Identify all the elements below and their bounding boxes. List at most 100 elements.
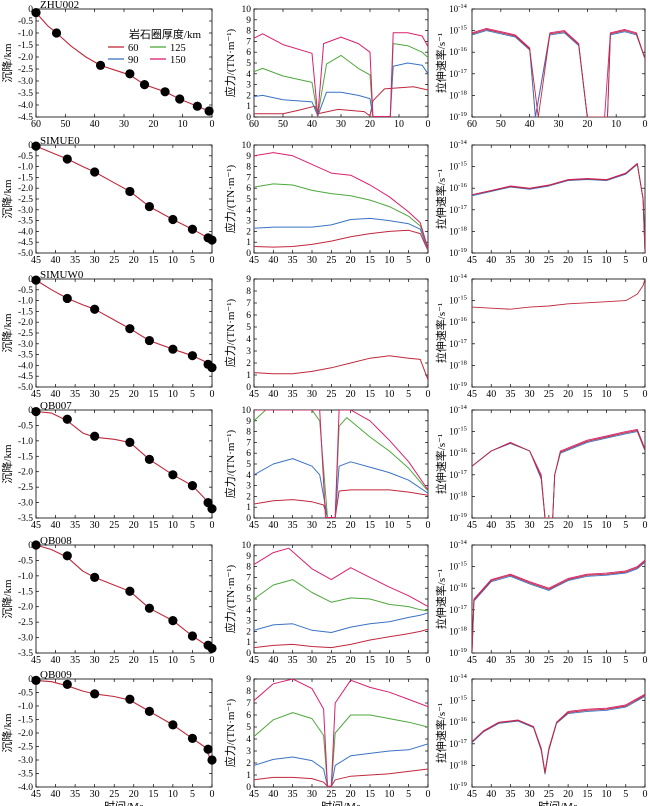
y-tick-label: 0 [28,275,33,285]
y-tick-label: 6 [246,48,251,58]
strain-series-90 [472,30,645,117]
row-simue0: 45 40 35 30 25 20 15 10 5 00-0.5-1.0-1.5-2.0-2.5-… [0,135,648,266]
x-tick-label: 25 [109,789,119,800]
stress-series-group [254,32,428,117]
strain-series-group [472,162,645,253]
x-axis-label: 时间/Ma [321,800,361,806]
x-tick-label: 0 [426,655,431,666]
x-tick-label: 40 [486,255,496,266]
x-tick-label: 25 [109,655,119,666]
data-point [144,603,155,613]
x-tick-label: 30 [90,655,100,666]
y-tick-label: 10-17 [449,604,467,615]
stress-series-60 [254,355,428,380]
y-tick-label: -5.0 [18,249,33,259]
strain-rate-panel: 45 40 35 30 25 20 15 10 5 0 10-14 10-15 10-16 10-17 10… [434,673,648,800]
x-tick-label: 20 [563,789,573,800]
data-point [207,504,217,514]
y-tick-label: 2 [246,627,251,637]
x-tick-label: 40 [525,119,535,130]
well-label: SIMUW0 [40,269,84,281]
data-point [207,755,217,765]
y-tick-label: 0 [28,141,33,151]
x-tick-label: 10 [611,119,621,130]
x-tick-label: 40 [268,789,278,800]
x-tick-label: 10 [602,389,612,400]
x-tick-label: 45 [249,389,259,400]
stress-series-90 [254,217,428,250]
y-tick-label: -2.0 [18,729,33,739]
y-axis-label: 应力/(TN·m⁻¹) [223,164,237,233]
x-tick-label: 15 [148,255,158,266]
y-axis-label: 拉伸速率/s⁻¹ [434,703,448,763]
y-tick-label: -2.5 [18,65,33,75]
x-tick-label: 30 [90,789,100,800]
y-tick-label: 8 [246,287,251,297]
data-point [125,694,135,704]
subsidence-panel: 45 40 35 30 25 20 15 10 5 00-0.5-1.0-1.5-2.0-2.5-… [0,135,217,266]
y-tick-label: -2.5 [18,483,33,493]
y-tick-label: 4 [246,471,251,481]
axes-frame [253,409,429,519]
x-tick-label: 0 [210,119,215,130]
y-axis-label: 拉伸速率/s⁻¹ [434,303,448,363]
x-tick-label: 10 [384,520,394,531]
x-tick-label: 25 [326,255,336,266]
data-point [207,362,217,373]
y-tick-label: -4.5 [18,113,33,123]
y-tick-label: 10-14 [449,273,467,284]
y-tick-label: -3.0 [18,634,33,644]
x-tick-label: 30 [525,789,535,800]
y-tick-label: -4.5 [18,372,33,382]
y-tick-label: 5 [246,59,251,69]
x-tick-label: 40 [486,789,496,800]
x-tick-label: 15 [582,255,592,266]
x-tick-label: 40 [268,389,278,400]
x-tick-label: 20 [148,119,158,130]
y-tick-label: -3.0 [18,499,33,509]
y-tick-label: 10-15 [449,426,467,437]
x-tick-label: 45 [467,655,477,666]
y-tick-label: -2.5 [18,618,33,628]
y-tick-label: 10-19 [449,512,467,523]
y-axis-label: 沉降/km [0,43,14,83]
x-tick-label: 25 [326,789,336,800]
subsidence-panel: 45 40 35 30 25 20 15 10 5 00-0.5-1.0-1.5-2.0-2.5-… [0,400,217,531]
strain-series-group [472,27,645,117]
x-tick-label: 15 [582,789,592,800]
y-tick-label: 10-14 [449,404,467,415]
stress-series-60 [254,768,428,787]
stress-series-60 [254,229,428,252]
y-tick-label: 7 [246,438,251,448]
y-tick-label: -1.0 [18,297,33,307]
subsidence-curve [35,679,213,762]
x-tick-label: 30 [307,520,317,531]
y-axis-label: 拉伸速率/s⁻¹ [434,169,448,229]
stress-series-125 [254,410,428,518]
strain-rate-panel: 45 40 35 30 25 20 15 10 5 0 10-14 10-15 10-16 10-17 10… [434,539,648,666]
y-tick-label: 6 [246,449,251,459]
x-tick-label: 20 [129,255,139,266]
data-point [31,275,41,285]
x-tick-label: 20 [129,520,139,531]
x-tick-label: 20 [563,389,573,400]
y-tick-label: 8 [246,163,251,173]
strain-series-150 [472,428,645,518]
y-tick-label: -3.5 [18,514,33,524]
row-qb008: 45 40 35 30 25 20 15 10 5 00-0.5-1.0-1.5-2.0-2.5-… [0,535,648,666]
x-tick-label: 10 [394,119,404,130]
x-tick-label: 0 [643,255,648,266]
data-point [90,167,100,177]
x-tick-label: 15 [365,520,375,531]
legend-label-60: 60 [128,43,139,54]
y-tick-label: 5 [246,595,251,605]
y-axis-label: 沉降/km [0,313,14,353]
x-tick-label: 40 [90,119,100,130]
data-point [187,481,198,491]
x-tick-label: 45 [249,655,259,666]
x-tick-label: 40 [486,389,496,400]
x-tick-label: 5 [190,520,195,531]
